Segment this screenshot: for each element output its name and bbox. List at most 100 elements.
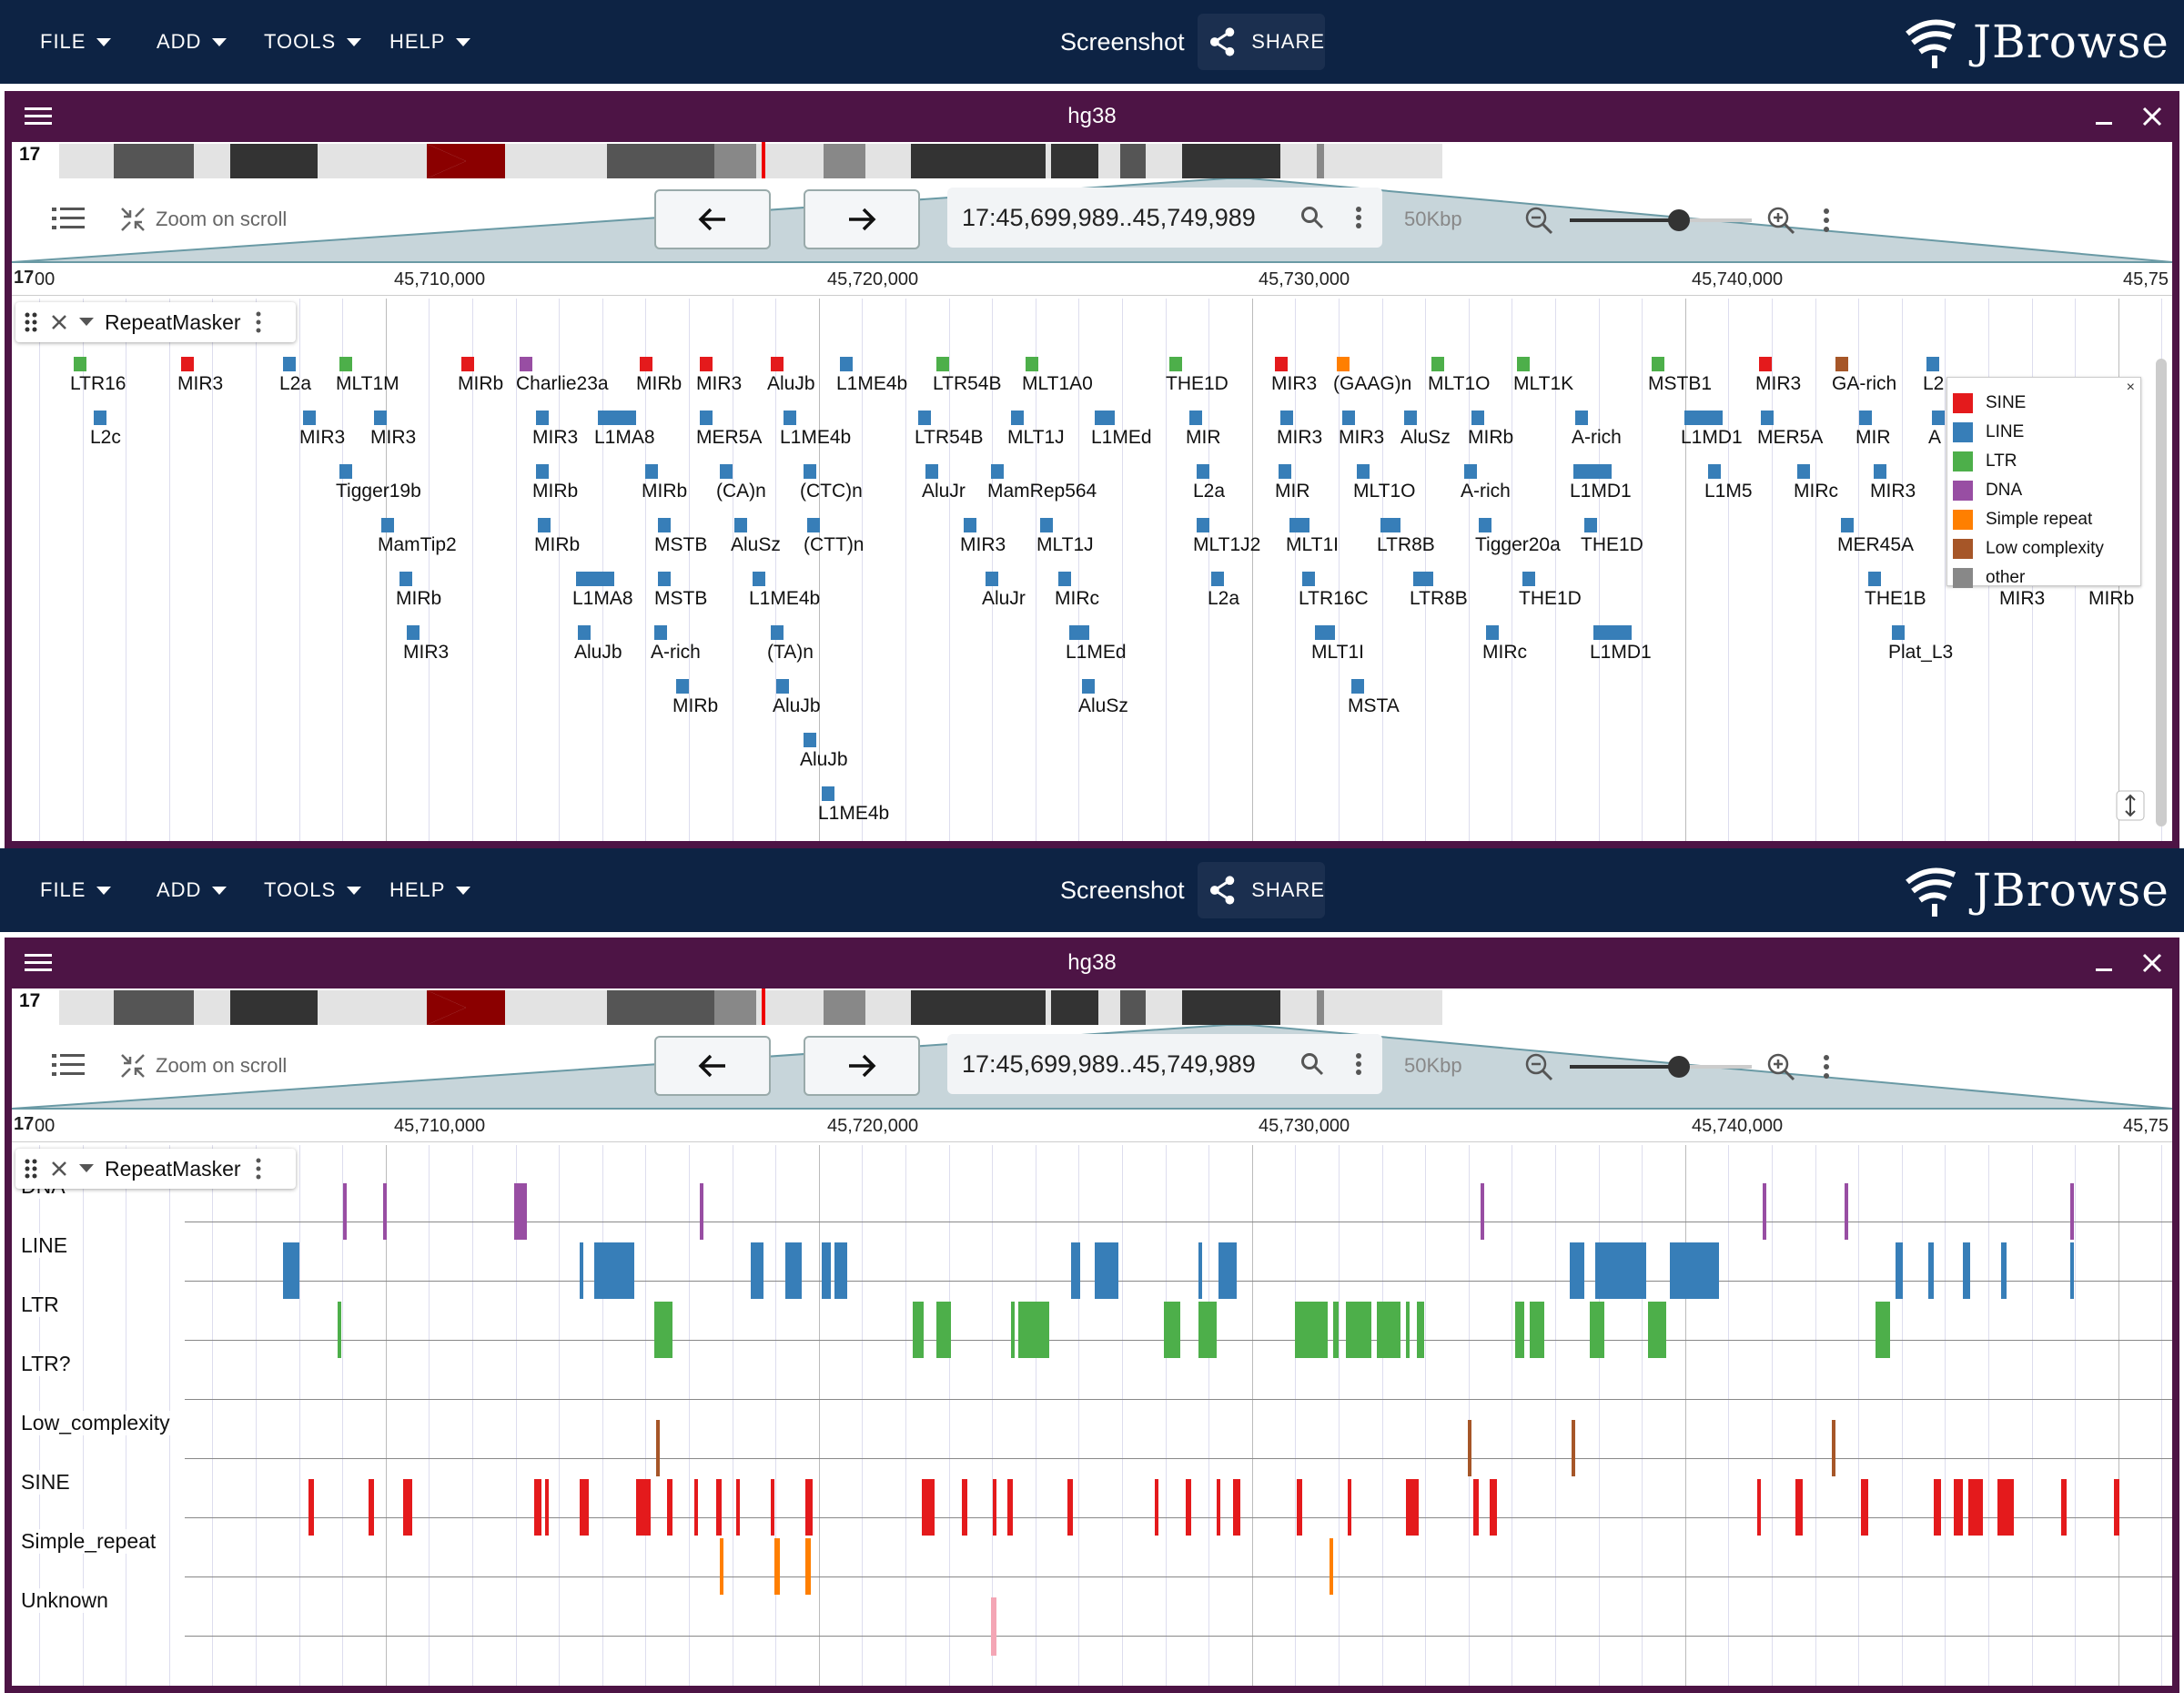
track-area-bottom[interactable]: DNALINELTRLTR?Low_complexitySINESimple_r… bbox=[12, 1145, 2172, 1686]
drag-handle-icon[interactable] bbox=[25, 312, 37, 332]
repeat-feature-glyph[interactable] bbox=[804, 464, 816, 479]
category-feature-bar[interactable] bbox=[1377, 1302, 1400, 1358]
repeat-feature-glyph[interactable] bbox=[807, 518, 820, 532]
category-feature-bar[interactable] bbox=[1473, 1479, 1479, 1536]
category-feature-bar[interactable] bbox=[580, 1479, 589, 1536]
repeat-feature-glyph[interactable] bbox=[576, 572, 614, 586]
repeat-feature-glyph[interactable] bbox=[74, 357, 86, 371]
repeat-feature-glyph[interactable] bbox=[784, 411, 796, 425]
ideogram[interactable] bbox=[59, 142, 2172, 178]
category-feature-bar[interactable] bbox=[1648, 1302, 1666, 1358]
repeat-feature-glyph[interactable] bbox=[776, 679, 789, 694]
category-feature-bar[interactable] bbox=[771, 1479, 774, 1536]
category-feature-bar[interactable] bbox=[656, 1420, 660, 1476]
category-feature-bar[interactable] bbox=[2061, 1479, 2067, 1536]
category-feature-bar[interactable] bbox=[545, 1479, 549, 1536]
category-feature-bar[interactable] bbox=[805, 1538, 811, 1595]
repeat-feature-glyph[interactable] bbox=[303, 411, 316, 425]
resize-handle-icon[interactable] bbox=[2116, 790, 2145, 821]
category-feature-bar[interactable] bbox=[774, 1538, 780, 1595]
repeat-feature-glyph[interactable] bbox=[1761, 411, 1774, 425]
zoom-out-icon[interactable] bbox=[1524, 206, 1553, 235]
caret-down-icon[interactable] bbox=[79, 1164, 94, 1173]
search-icon[interactable] bbox=[1300, 206, 1324, 229]
repeat-feature-glyph[interactable] bbox=[1841, 518, 1854, 532]
category-feature-bar[interactable] bbox=[1572, 1420, 1575, 1476]
category-feature-bar[interactable] bbox=[1186, 1479, 1191, 1536]
repeat-feature-glyph[interactable] bbox=[1011, 411, 1024, 425]
category-feature-bar[interactable] bbox=[1348, 1479, 1351, 1536]
zoom-on-scroll-label[interactable]: Zoom on scroll bbox=[156, 1054, 288, 1077]
category-feature-bar[interactable] bbox=[936, 1302, 951, 1358]
repeat-feature-glyph[interactable] bbox=[676, 679, 689, 694]
category-feature-bar[interactable] bbox=[834, 1242, 847, 1299]
drag-handle-icon[interactable] bbox=[25, 1159, 37, 1179]
repeat-feature-glyph[interactable] bbox=[1575, 411, 1588, 425]
category-feature-bar[interactable] bbox=[1198, 1302, 1217, 1358]
category-feature-bar[interactable] bbox=[1968, 1479, 1983, 1536]
location-search-box[interactable]: 17:45,699,989..45,749,989 bbox=[947, 1034, 1382, 1094]
tools-menu[interactable]: TOOLS bbox=[264, 0, 362, 84]
category-feature-bar[interactable] bbox=[1233, 1479, 1240, 1536]
category-feature-bar[interactable] bbox=[2070, 1183, 2074, 1240]
minimize-icon[interactable] bbox=[2094, 954, 2114, 974]
add-menu-2[interactable]: ADD bbox=[157, 848, 228, 932]
repeat-feature-glyph[interactable] bbox=[936, 357, 949, 371]
category-feature-bar[interactable] bbox=[1795, 1479, 1803, 1536]
repeat-feature-glyph[interactable] bbox=[1197, 464, 1209, 479]
zoom-on-scroll-label[interactable]: Zoom on scroll bbox=[156, 208, 288, 230]
track-menu-icon[interactable] bbox=[256, 1158, 261, 1180]
repeat-feature-glyph[interactable] bbox=[1095, 411, 1115, 425]
category-feature-bar[interactable] bbox=[913, 1302, 924, 1358]
category-feature-bar[interactable] bbox=[1876, 1302, 1890, 1358]
ideogram[interactable] bbox=[59, 988, 2172, 1025]
repeat-feature-glyph[interactable] bbox=[991, 464, 1004, 479]
repeat-feature-glyph[interactable] bbox=[804, 733, 816, 747]
repeat-feature-glyph[interactable] bbox=[1708, 464, 1721, 479]
repeat-feature-glyph[interactable] bbox=[753, 572, 765, 586]
view-menu-icon[interactable] bbox=[1823, 208, 1830, 233]
track-area-top[interactable]: LTR16 MIR3 L2a MLT1M MIRb Charlie23a MIRb MIR3 A… bbox=[12, 299, 2172, 841]
repeat-feature-glyph[interactable] bbox=[734, 518, 747, 532]
category-feature-bar[interactable] bbox=[383, 1183, 387, 1240]
repeat-feature-glyph[interactable] bbox=[1684, 411, 1723, 425]
zoom-in-icon[interactable] bbox=[1766, 206, 1795, 235]
repeat-feature-glyph[interactable] bbox=[1082, 679, 1095, 694]
category-feature-bar[interactable] bbox=[1417, 1302, 1424, 1358]
repeat-feature-glyph[interactable] bbox=[181, 357, 194, 371]
repeat-feature-glyph[interactable] bbox=[1380, 518, 1400, 532]
category-feature-bar[interactable] bbox=[822, 1242, 831, 1299]
repeat-feature-glyph[interactable] bbox=[964, 518, 976, 532]
zoom-slider-thumb[interactable] bbox=[1668, 1056, 1690, 1078]
category-feature-bar[interactable] bbox=[1757, 1479, 1761, 1536]
category-feature-bar[interactable] bbox=[534, 1479, 541, 1536]
help-menu[interactable]: HELP bbox=[389, 0, 471, 84]
category-feature-bar[interactable] bbox=[594, 1242, 634, 1299]
repeat-feature-glyph[interactable] bbox=[381, 518, 394, 532]
repeat-feature-glyph[interactable] bbox=[645, 464, 658, 479]
pan-left-button[interactable] bbox=[654, 1036, 771, 1096]
category-feature-bar[interactable] bbox=[1670, 1242, 1719, 1299]
repeat-feature-glyph[interactable] bbox=[1926, 357, 1939, 371]
category-feature-bar[interactable] bbox=[1997, 1479, 2014, 1536]
repeat-feature-glyph[interactable] bbox=[598, 411, 636, 425]
category-feature-bar[interactable] bbox=[1297, 1479, 1302, 1536]
category-feature-bar[interactable] bbox=[2070, 1242, 2074, 1299]
repeat-feature-glyph[interactable] bbox=[1868, 572, 1881, 586]
category-feature-bar[interactable] bbox=[1468, 1420, 1471, 1476]
repeat-feature-glyph[interactable] bbox=[1759, 357, 1772, 371]
pan-right-button[interactable] bbox=[804, 1036, 920, 1096]
zoom-slider-thumb[interactable] bbox=[1668, 209, 1690, 231]
category-feature-bar[interactable] bbox=[1515, 1302, 1524, 1358]
repeat-feature-glyph[interactable] bbox=[654, 625, 667, 640]
category-feature-bar[interactable] bbox=[1164, 1302, 1180, 1358]
location-input[interactable]: 17:45,699,989..45,749,989 bbox=[962, 1049, 1256, 1078]
zoom-slider[interactable] bbox=[1570, 209, 1752, 231]
repeat-feature-glyph[interactable] bbox=[1431, 357, 1444, 371]
category-feature-bar[interactable] bbox=[1295, 1302, 1328, 1358]
repeat-feature-glyph[interactable] bbox=[1892, 625, 1905, 640]
repeat-feature-glyph[interactable] bbox=[720, 464, 733, 479]
category-feature-bar[interactable] bbox=[1896, 1242, 1903, 1299]
category-feature-bar[interactable] bbox=[1217, 1479, 1220, 1536]
share-button-2[interactable]: SHARE bbox=[1198, 862, 1325, 918]
